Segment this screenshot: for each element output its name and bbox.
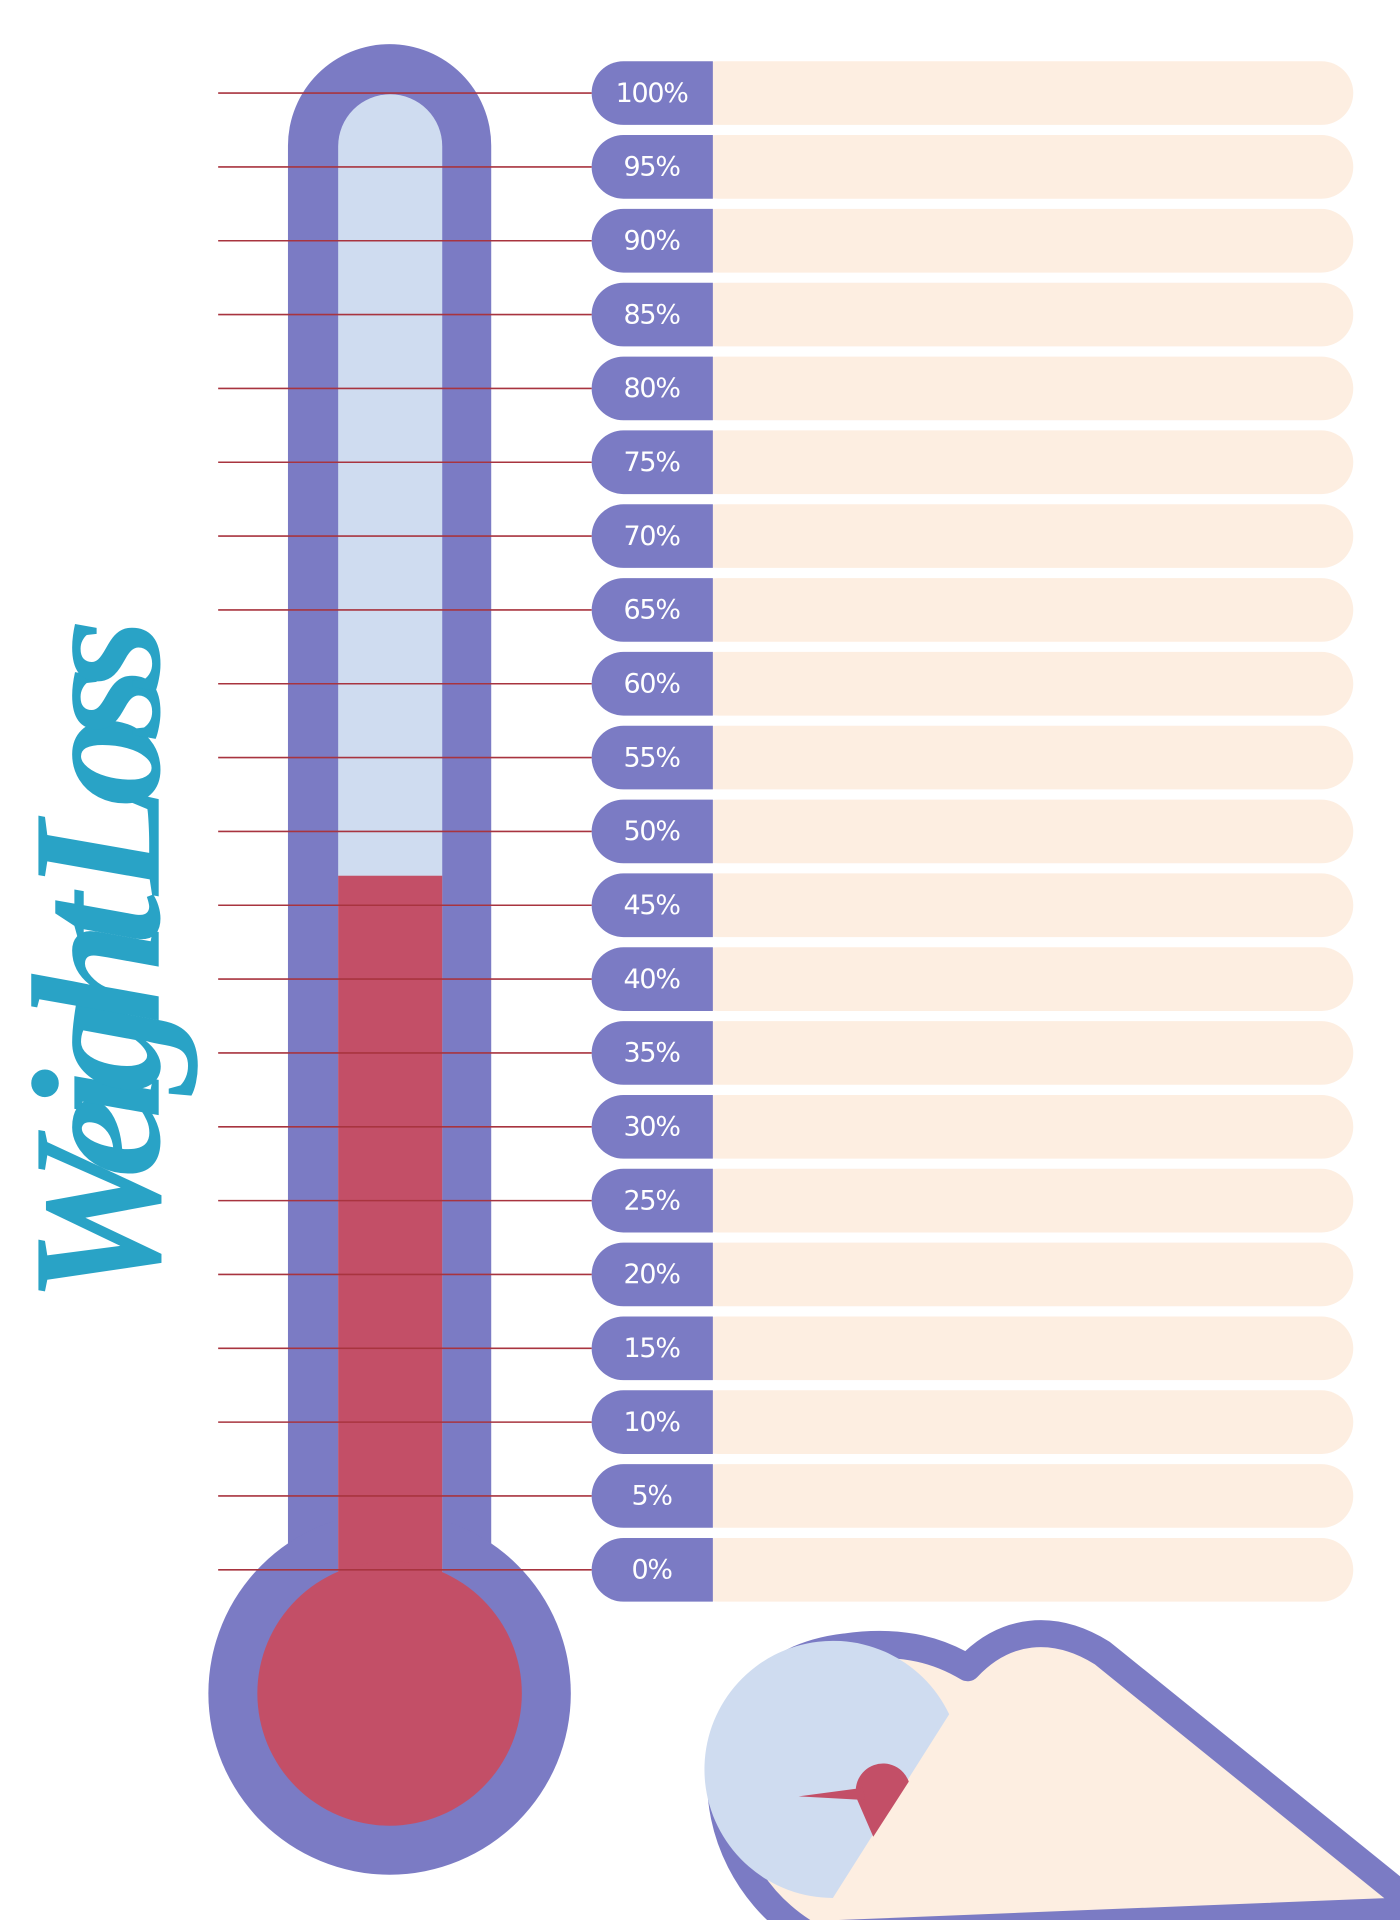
row-label-bg — [591, 1537, 713, 1602]
row-label-bg — [591, 799, 713, 864]
row-field — [685, 1537, 1354, 1602]
row-label-bg — [591, 208, 713, 273]
row-field — [685, 504, 1354, 568]
level-label: 100% — [616, 78, 689, 109]
bulb-inner — [257, 1561, 522, 1826]
row-field — [685, 725, 1354, 790]
row-field — [685, 1242, 1354, 1307]
level-label: 15% — [624, 1333, 681, 1364]
row-label-bg — [591, 578, 713, 642]
level-label: 5% — [631, 1481, 672, 1512]
row-label-bg — [591, 356, 713, 421]
row-field — [685, 1316, 1354, 1381]
level-label: 20% — [624, 1259, 681, 1290]
row-label-bg — [591, 1242, 713, 1307]
scale-icon — [704, 1620, 1400, 1920]
level-label: 80% — [624, 373, 681, 404]
row-label-bg — [591, 430, 713, 495]
row-field — [685, 135, 1354, 199]
row-field — [685, 1390, 1354, 1454]
row-label-bg — [591, 282, 713, 347]
level-label: 50% — [624, 816, 681, 847]
row-field — [685, 282, 1354, 347]
level-label: 55% — [624, 742, 681, 773]
row-field — [685, 1021, 1354, 1085]
row-label-bg — [591, 947, 713, 1011]
row-label-bg — [591, 1316, 713, 1381]
row-field — [685, 1464, 1354, 1528]
title: Weight Loss — [0, 618, 199, 1304]
level-label: 10% — [624, 1407, 681, 1438]
row-label-bg — [591, 651, 713, 716]
level-label: 25% — [624, 1185, 681, 1216]
level-label: 95% — [624, 152, 681, 183]
row-field — [685, 578, 1354, 642]
row-label-bg — [591, 135, 713, 199]
level-label: 30% — [624, 1112, 681, 1143]
row-field — [685, 1094, 1354, 1159]
row-field — [685, 947, 1354, 1011]
row-field — [685, 208, 1354, 273]
level-label: 70% — [624, 521, 681, 552]
row-label-bg — [591, 873, 713, 938]
row-label-bg — [591, 1168, 713, 1233]
level-label: 35% — [624, 1038, 681, 1069]
level-label: 40% — [624, 964, 681, 995]
level-label: 75% — [624, 447, 681, 478]
row-field — [685, 61, 1354, 125]
row-label-bg — [591, 725, 713, 790]
row-field — [685, 1168, 1354, 1233]
row-field — [685, 651, 1354, 716]
row-field — [685, 799, 1354, 864]
row-label-bg — [591, 1464, 713, 1528]
row-label-bg — [591, 1021, 713, 1085]
level-label: 85% — [624, 299, 681, 330]
row-label-bg — [591, 1094, 713, 1159]
row-field — [685, 430, 1354, 495]
level-label: 0% — [631, 1555, 672, 1586]
row-label-bg — [591, 504, 713, 568]
level-label: 90% — [624, 225, 681, 256]
level-label: 45% — [624, 890, 681, 921]
mercury — [338, 875, 443, 1629]
row-field — [685, 356, 1354, 421]
row-label-bg — [591, 61, 713, 125]
row-label-bg — [591, 1390, 713, 1454]
row-field — [685, 873, 1354, 938]
level-label: 65% — [624, 595, 681, 626]
level-label: 60% — [624, 668, 681, 699]
